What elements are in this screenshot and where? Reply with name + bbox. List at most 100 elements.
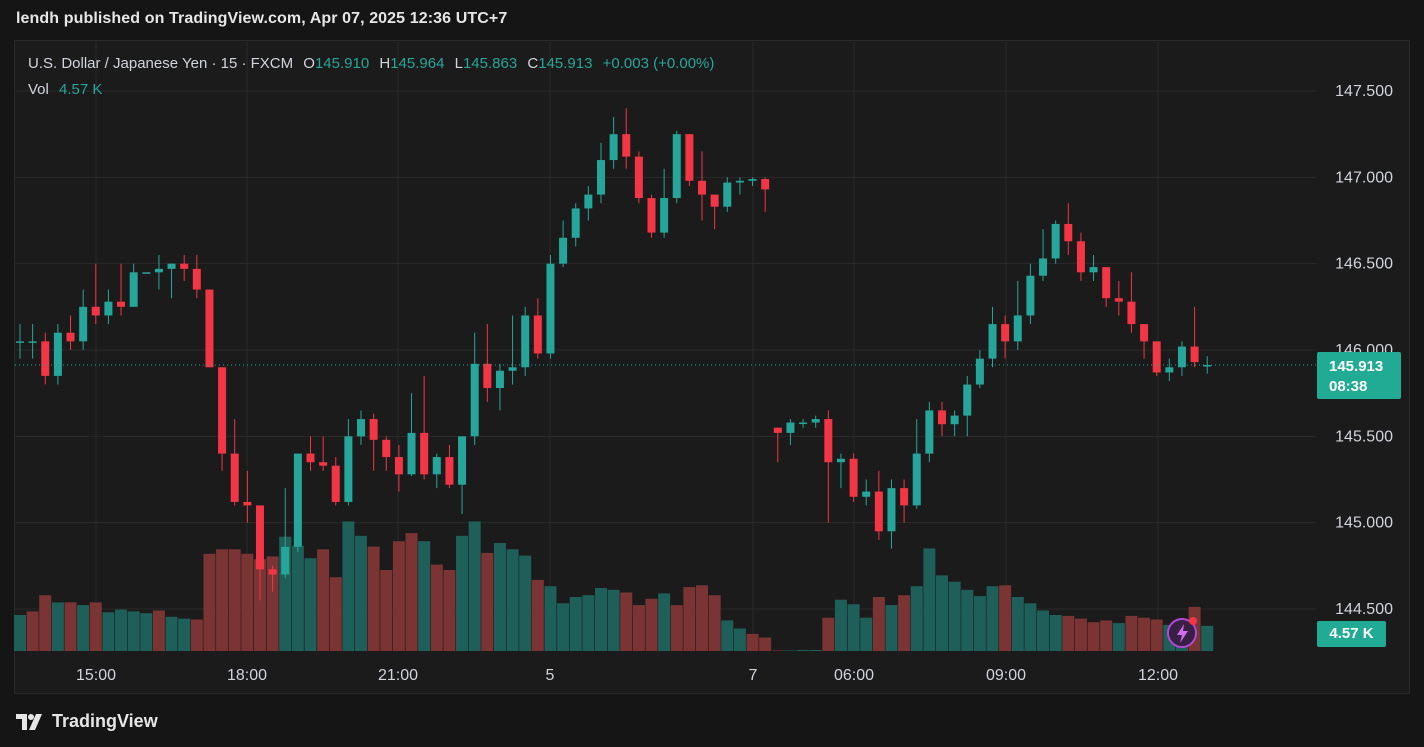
change-value: +0.003 (+0.00%): [602, 55, 715, 72]
candle-body: [546, 263, 555, 354]
candle-body: [584, 194, 593, 209]
symbol-title[interactable]: U.S. Dollar / Japanese Yen · 15 · FXCM: [28, 55, 294, 72]
candle-body: [710, 194, 719, 207]
candle-body: [811, 419, 820, 423]
candle-body: [180, 263, 189, 269]
candle-body: [1190, 346, 1199, 363]
volume-label[interactable]: Vol: [28, 81, 49, 98]
candle-body: [117, 301, 126, 307]
candle-body: [975, 358, 984, 385]
candle-body: [988, 324, 997, 359]
volume-bar: [203, 553, 216, 651]
volume-bar: [544, 586, 557, 651]
time-axis[interactable]: 15:00 18:00 21:00 5 7 06:00 09:00 12:00: [76, 667, 1178, 684]
volume-bar: [923, 548, 936, 651]
volume-bar: [291, 545, 304, 651]
candle-body: [319, 462, 328, 466]
candle-body: [647, 198, 656, 233]
price-tick-label: 145.500: [1335, 428, 1393, 445]
candle-body: [382, 439, 391, 458]
volume-bar: [304, 558, 317, 651]
time-tick-label: 12:00: [1138, 667, 1178, 684]
volume-bar: [190, 619, 203, 651]
volume-bar: [39, 595, 52, 651]
volume-bar: [569, 597, 582, 651]
volume-bar: [948, 581, 961, 651]
candle-body: [925, 410, 934, 454]
candle-body: [192, 268, 201, 290]
time-tick-label: 09:00: [986, 667, 1026, 684]
volume-bar: [582, 595, 595, 651]
candle-body: [735, 180, 744, 183]
volume-bar: [430, 564, 443, 651]
candle-body: [154, 268, 163, 273]
volume-bar: [342, 521, 355, 651]
candle-body: [723, 182, 732, 207]
volume-bar: [594, 588, 607, 651]
low-value: 145.863: [462, 55, 518, 72]
volume-bar: [999, 585, 1012, 651]
last-price-tag: 145.913 08:38: [1317, 352, 1401, 399]
candle-body: [660, 198, 669, 233]
volume-bar: [1100, 620, 1113, 651]
candle-body: [672, 134, 681, 199]
lightning-alert-icon[interactable]: [1166, 616, 1200, 650]
candle-body: [495, 370, 504, 388]
candle-body: [243, 501, 252, 506]
volume-bar: [708, 595, 721, 651]
volume-bar: [784, 650, 797, 651]
volume-bar: [51, 602, 64, 651]
candle-body: [470, 363, 479, 437]
tradingview-brand[interactable]: TradingView: [16, 711, 158, 732]
volume-bar: [355, 535, 368, 651]
candle-body: [369, 419, 378, 440]
price-tick-label: 144.500: [1335, 601, 1393, 618]
candle-body: [887, 488, 896, 532]
volume-bar: [102, 612, 115, 651]
open-value: 145.910: [314, 55, 370, 72]
volume-bar: [1138, 617, 1151, 651]
volume-bar: [1062, 615, 1075, 651]
candle-body: [1102, 267, 1111, 299]
high-label: H: [379, 55, 391, 72]
candle-body: [53, 332, 62, 376]
price-axis[interactable]: 147.500147.000146.500146.000145.500145.0…: [1335, 83, 1393, 618]
candle-body: [483, 363, 492, 388]
candle-body: [129, 272, 138, 307]
volume-bar: [266, 556, 279, 651]
candle-body: [458, 436, 467, 485]
candle-body: [218, 367, 227, 454]
low-label: L: [454, 55, 463, 72]
candle-body: [773, 427, 782, 433]
candle-body: [937, 410, 946, 425]
volume-bar: [418, 541, 431, 651]
candle-body: [862, 491, 871, 497]
bar-countdown: 08:38: [1329, 378, 1368, 395]
candle-body: [634, 156, 643, 199]
candle-body: [91, 306, 100, 316]
candle-body: [1114, 298, 1123, 302]
candle-body: [1127, 301, 1136, 325]
brand-name: TradingView: [52, 711, 158, 731]
volume-bar: [1011, 597, 1024, 651]
volume-bar: [77, 605, 90, 651]
candle-body: [685, 134, 694, 181]
volume-bar: [152, 610, 165, 651]
candle-body: [748, 179, 757, 181]
volume-bar: [721, 620, 734, 651]
volume-bar: [645, 598, 658, 651]
candle-body: [41, 341, 50, 376]
volume-bar: [329, 577, 342, 651]
last-price-value: 145.913: [1329, 358, 1384, 375]
candle-body: [28, 341, 37, 343]
candle-body: [1177, 346, 1186, 368]
candle-body: [571, 208, 580, 238]
volume-bar: [443, 570, 456, 651]
candle-body: [445, 457, 454, 485]
volume-bar: [670, 605, 683, 651]
volume-bar: [216, 549, 229, 651]
price-tick-label: 147.000: [1335, 169, 1393, 186]
time-tick-label: 5: [546, 667, 555, 684]
volume-bar: [519, 555, 532, 651]
